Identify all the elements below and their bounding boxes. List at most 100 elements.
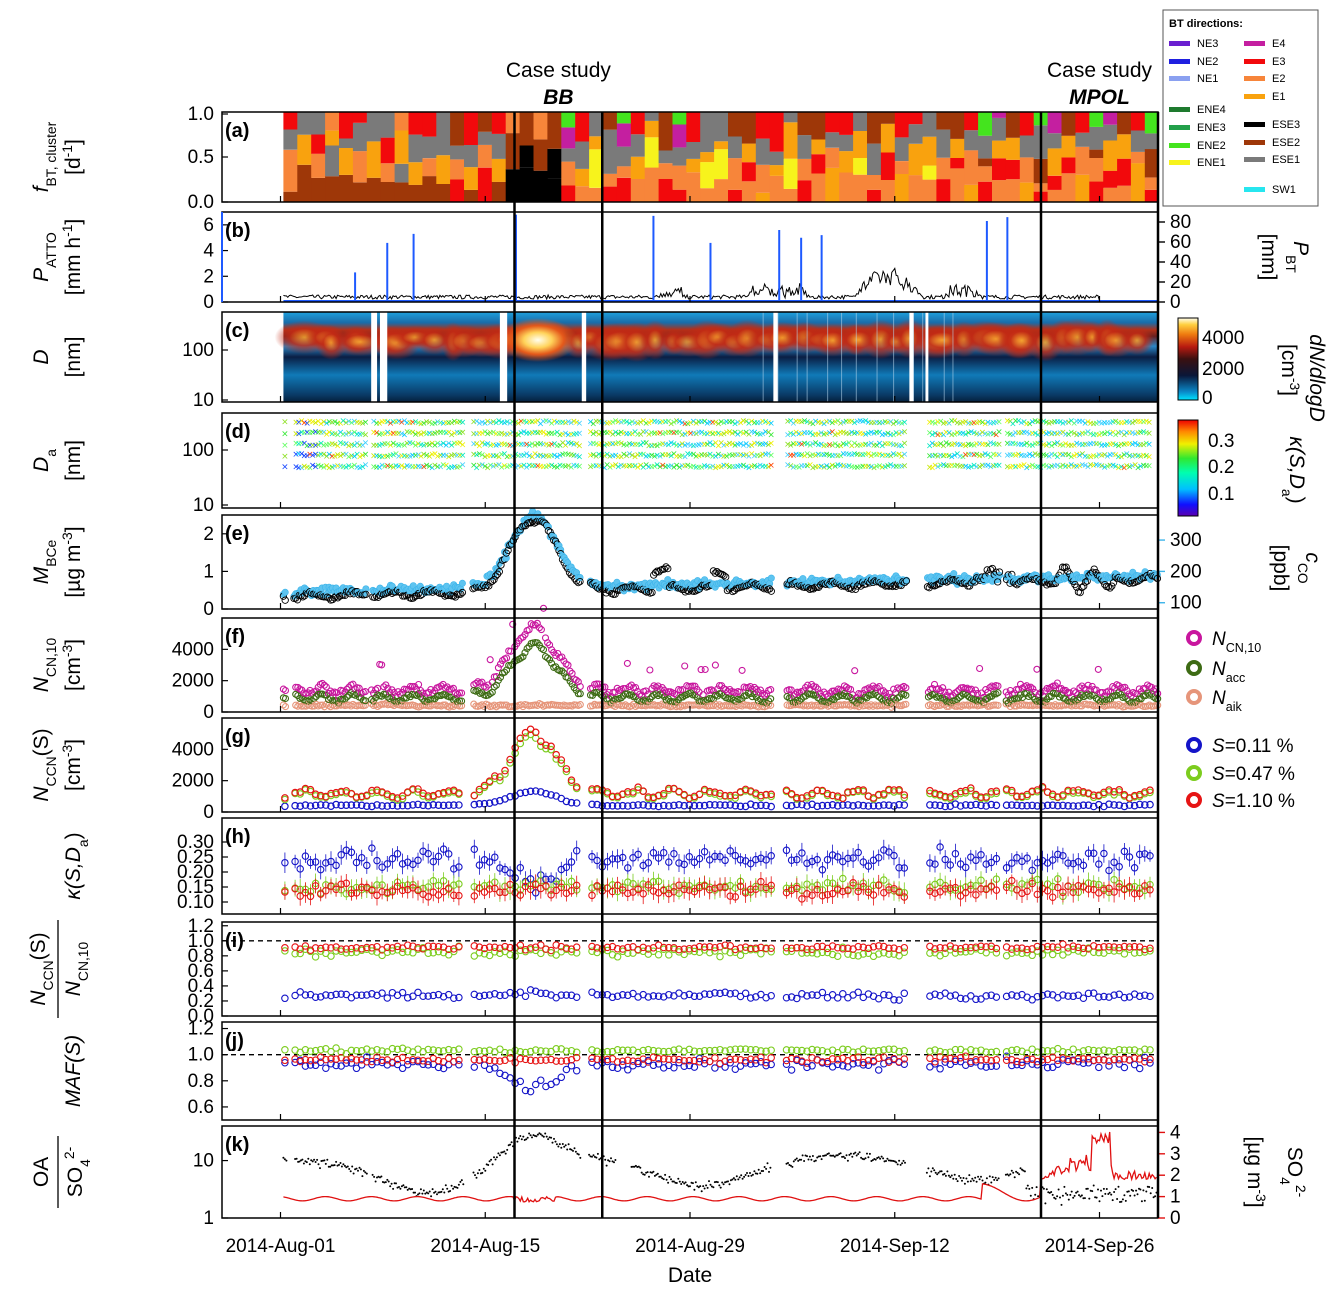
kappa-marker: × xyxy=(742,440,750,450)
kappa-marker: × xyxy=(492,419,500,429)
kappa-marker: × xyxy=(509,441,517,451)
kappa-marker: × xyxy=(812,463,820,473)
kappa-marker: × xyxy=(881,451,889,461)
kappa-marker: × xyxy=(328,452,336,462)
kappa-marker: × xyxy=(498,429,506,439)
kappa-marker: × xyxy=(745,452,753,462)
kappa-marker: × xyxy=(353,430,361,440)
kappa-marker: × xyxy=(1020,452,1028,462)
kappa-marker: × xyxy=(979,451,987,461)
kappa-marker: × xyxy=(751,428,759,438)
ccn-s011-marker xyxy=(281,802,289,811)
bt-cluster-bar-ESE2 xyxy=(408,184,423,202)
kappa-marker: × xyxy=(390,418,398,428)
kappa-marker: × xyxy=(573,461,581,471)
kappa-marker: × xyxy=(351,452,359,462)
kappa-marker: × xyxy=(723,428,731,438)
kappa-marker: × xyxy=(729,451,737,461)
bt-cluster-bar-ESE2 xyxy=(603,112,618,130)
kappa-marker: × xyxy=(967,419,975,429)
kappa-marker: × xyxy=(320,463,328,473)
bt-cluster-bar-ESE1 xyxy=(477,131,493,145)
bt-cluster-bar-ESE2 xyxy=(505,133,520,170)
kappa-marker: × xyxy=(873,451,881,461)
kappa-marker: × xyxy=(662,428,670,438)
kappa-marker: × xyxy=(748,450,756,460)
kappa-marker: × xyxy=(1093,430,1101,440)
kappa-marker: × xyxy=(951,430,959,440)
bt-cluster-bar-ESE1 xyxy=(978,135,993,159)
kappa-marker: × xyxy=(595,430,603,440)
kappa-marker: × xyxy=(453,418,461,428)
bt-cluster-bar-E3 xyxy=(422,112,437,137)
kappa-marker: × xyxy=(673,461,681,471)
bt-cluster-bar-E3 xyxy=(894,112,910,138)
kappa-marker: × xyxy=(434,463,442,473)
bt-cluster-bar-E3 xyxy=(825,112,840,133)
kappa-marker: × xyxy=(740,417,748,427)
kappa-marker: × xyxy=(1112,417,1120,427)
kappa-marker: × xyxy=(412,441,420,451)
kappa-marker: × xyxy=(376,441,384,451)
kappa-marker: × xyxy=(434,428,442,438)
kappa-marker: × xyxy=(634,451,642,461)
kappa-marker: × xyxy=(845,461,853,471)
kappa-marker: × xyxy=(826,451,834,461)
kappa-marker: × xyxy=(1045,439,1053,449)
kappa-marker: × xyxy=(1118,440,1126,450)
kappa-marker: × xyxy=(362,450,370,460)
kappa-marker: × xyxy=(1068,461,1076,471)
kappa-marker: × xyxy=(553,452,561,462)
kappa-marker: × xyxy=(362,461,370,471)
kappa-marker: × xyxy=(992,440,1000,450)
kappa-marker: × xyxy=(1140,428,1148,438)
kappa-marker: × xyxy=(420,419,428,429)
kappa-marker: × xyxy=(642,439,650,449)
kappa-marker: × xyxy=(387,462,395,472)
kappa-marker: × xyxy=(403,419,411,429)
kappa-marker: × xyxy=(798,440,806,450)
bt-cluster-bar-ESE1 xyxy=(839,134,854,152)
bt-cluster-bar-E3 xyxy=(575,112,590,142)
kappa-marker: × xyxy=(559,462,567,472)
kappa-marker: × xyxy=(334,462,342,472)
kappa-marker: × xyxy=(851,429,859,439)
kappa-marker: × xyxy=(1034,451,1042,461)
bt-cluster-bar-E1 xyxy=(880,123,896,153)
kappa-marker: × xyxy=(737,440,745,450)
co-marker xyxy=(557,546,565,554)
kappa-marker: × xyxy=(1073,439,1081,449)
kappa-marker: × xyxy=(587,428,595,438)
kappa-marker: × xyxy=(990,430,998,440)
bt-cluster-bar-ESE2 xyxy=(450,112,465,146)
kappa-marker: × xyxy=(865,450,873,460)
kappa-marker: × xyxy=(867,419,875,429)
kappa-marker: × xyxy=(409,463,417,473)
kappa-marker: × xyxy=(412,451,420,461)
kappa-marker: × xyxy=(751,439,759,449)
kappa-marker: × xyxy=(339,462,347,472)
bt-cluster-bar-E4 xyxy=(1103,112,1118,125)
kappa-marker: × xyxy=(395,462,403,472)
kappa-marker: × xyxy=(695,428,703,438)
kappa-marker: × xyxy=(548,429,556,439)
bt-cluster-bar-E2 xyxy=(700,188,715,202)
kappa-marker: × xyxy=(431,461,439,471)
kappa-marker: × xyxy=(698,440,706,450)
kappa-marker: × xyxy=(1065,430,1073,440)
bt-cluster-bar-E3 xyxy=(769,112,784,152)
bt-cluster-bar-ENE1 xyxy=(853,158,868,175)
kappa-marker: × xyxy=(792,440,800,450)
bt-cluster-bar-ESE2 xyxy=(311,177,326,202)
kappa-marker: × xyxy=(817,440,825,450)
kappa-marker: × xyxy=(1137,440,1145,450)
kappa-marker: × xyxy=(415,451,423,461)
kappa-marker: × xyxy=(451,429,459,439)
kappa-marker: × xyxy=(456,451,464,461)
kappa-marker: × xyxy=(295,439,303,449)
kappa-marker: × xyxy=(440,428,448,438)
bt-cluster-bar-ESE3 xyxy=(519,167,534,202)
kappa-marker: × xyxy=(409,451,417,461)
kappa-marker: × xyxy=(612,451,620,461)
kappa-marker: × xyxy=(837,452,845,462)
